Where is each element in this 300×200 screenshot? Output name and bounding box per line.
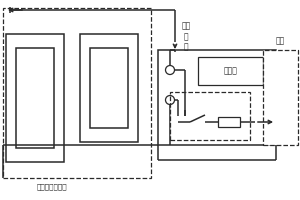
Text: 电: 电 bbox=[184, 32, 189, 42]
Bar bbox=[16, 48, 54, 148]
Bar bbox=[158, 50, 276, 145]
Bar bbox=[218, 117, 240, 127]
Bar bbox=[198, 57, 263, 85]
Bar bbox=[263, 50, 298, 145]
Bar bbox=[80, 34, 138, 142]
Text: 压: 压 bbox=[184, 43, 189, 51]
Bar bbox=[6, 34, 64, 162]
Bar bbox=[3, 8, 151, 178]
Text: 报警: 报警 bbox=[275, 36, 285, 45]
Text: 微生物燃料电池: 微生物燃料电池 bbox=[37, 183, 67, 190]
Bar bbox=[90, 48, 128, 128]
Text: 输出: 输出 bbox=[182, 21, 191, 30]
Bar bbox=[170, 92, 250, 140]
Text: 显示器: 显示器 bbox=[224, 66, 238, 75]
